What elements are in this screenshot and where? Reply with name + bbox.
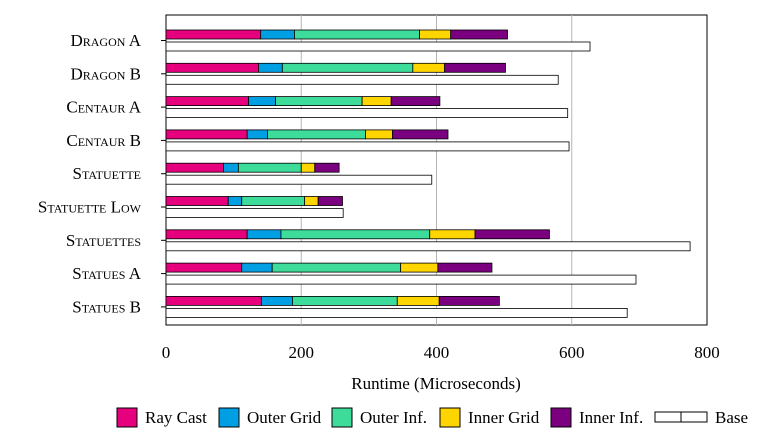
category-label: Statues A: [72, 264, 141, 283]
legend-label: Base: [715, 408, 748, 427]
bar-segment: [361, 96, 392, 106]
base-bar: [165, 208, 344, 218]
bar-segment: [165, 129, 248, 140]
category-label: Centaur B: [66, 131, 141, 150]
category-label: Centaur A: [66, 98, 141, 117]
bar-segment: [267, 129, 366, 140]
bar-segment: [438, 295, 500, 306]
bar-segment: [281, 62, 414, 73]
bar-segment: [474, 229, 550, 240]
bar-segment: [260, 295, 293, 306]
bar-segment: [165, 229, 248, 240]
bar-segment: [292, 295, 398, 306]
legend-swatch: [550, 407, 572, 428]
bar-segment: [280, 229, 431, 240]
bar-segment: [275, 96, 363, 106]
base-bar: [165, 307, 628, 318]
legend-label: Inner Grid: [468, 408, 540, 427]
base-bar: [165, 241, 691, 252]
base-bar: [165, 74, 559, 85]
bar-segment: [165, 295, 262, 306]
bar-segment: [246, 229, 282, 240]
category-label: Statuette Low: [38, 198, 142, 217]
category-labels: Dragon A Dragon B Centaur A Centaur B Statue…: [38, 31, 166, 316]
category-label: Dragon B: [70, 64, 141, 83]
bar-segment: [246, 129, 268, 140]
bar-segment: [450, 29, 508, 40]
bar-segment: [304, 196, 319, 206]
category-label: Statuettes: [66, 231, 141, 250]
bar-segment: [437, 262, 493, 273]
legend: Ray Cast Outer Grid Outer Inf. Inner Grid In…: [116, 407, 748, 428]
bar-segment: [258, 62, 283, 73]
bar-segment: [271, 262, 402, 273]
legend-label: Outer Inf.: [360, 408, 427, 427]
legend-swatch: [218, 407, 240, 428]
bar-segment: [241, 262, 273, 273]
bar-segment: [294, 29, 420, 40]
x-axis-label: Runtime (Microseconds): [351, 374, 521, 393]
bar-segment: [165, 96, 249, 106]
legend-swatch: [439, 407, 461, 428]
bar-segment: [227, 196, 243, 206]
legend-label: Outer Grid: [247, 408, 322, 427]
x-tick-label: 600: [559, 343, 585, 362]
bar-segment: [444, 62, 506, 73]
bars-layer: [165, 29, 691, 318]
bar-segment: [300, 162, 316, 173]
bar-segment: [419, 29, 452, 40]
bar-segment: [412, 62, 446, 73]
bar-segment: [392, 129, 449, 140]
base-bar: [165, 141, 570, 152]
bar-segment: [314, 162, 340, 173]
legend-label: Ray Cast: [145, 408, 207, 427]
base-bar: [165, 274, 637, 285]
bar-segment: [365, 129, 393, 140]
x-tick-label: 200: [289, 343, 315, 362]
x-tick-label: 0: [162, 343, 171, 362]
bar-segment: [429, 229, 476, 240]
base-bar: [165, 41, 591, 52]
category-label: Statues B: [72, 297, 141, 316]
bar-segment: [223, 162, 239, 173]
legend-label: Inner Inf.: [579, 408, 643, 427]
base-bar: [165, 108, 569, 118]
bar-segment: [165, 62, 260, 73]
category-label: Statuette: [73, 164, 141, 183]
bar-segment: [400, 262, 439, 273]
bar-segment: [390, 96, 441, 106]
bar-segment: [165, 162, 224, 173]
bar-segment: [317, 196, 343, 206]
bar-segment: [260, 29, 295, 40]
x-tick-label: 400: [424, 343, 450, 362]
category-label: Dragon A: [70, 31, 141, 50]
bar-segment: [165, 196, 229, 206]
x-tick-labels: 0 200 400 600 800: [162, 343, 720, 362]
bar-segment: [165, 262, 243, 273]
bar-segment: [165, 29, 262, 40]
bar-segment: [396, 295, 440, 306]
x-tick-label: 800: [694, 343, 720, 362]
bar-segment: [248, 96, 276, 106]
legend-swatch: [331, 407, 353, 428]
bar-segment: [237, 162, 302, 173]
legend-swatch: [116, 407, 138, 428]
base-bar: [165, 174, 433, 185]
bar-segment: [241, 196, 306, 206]
